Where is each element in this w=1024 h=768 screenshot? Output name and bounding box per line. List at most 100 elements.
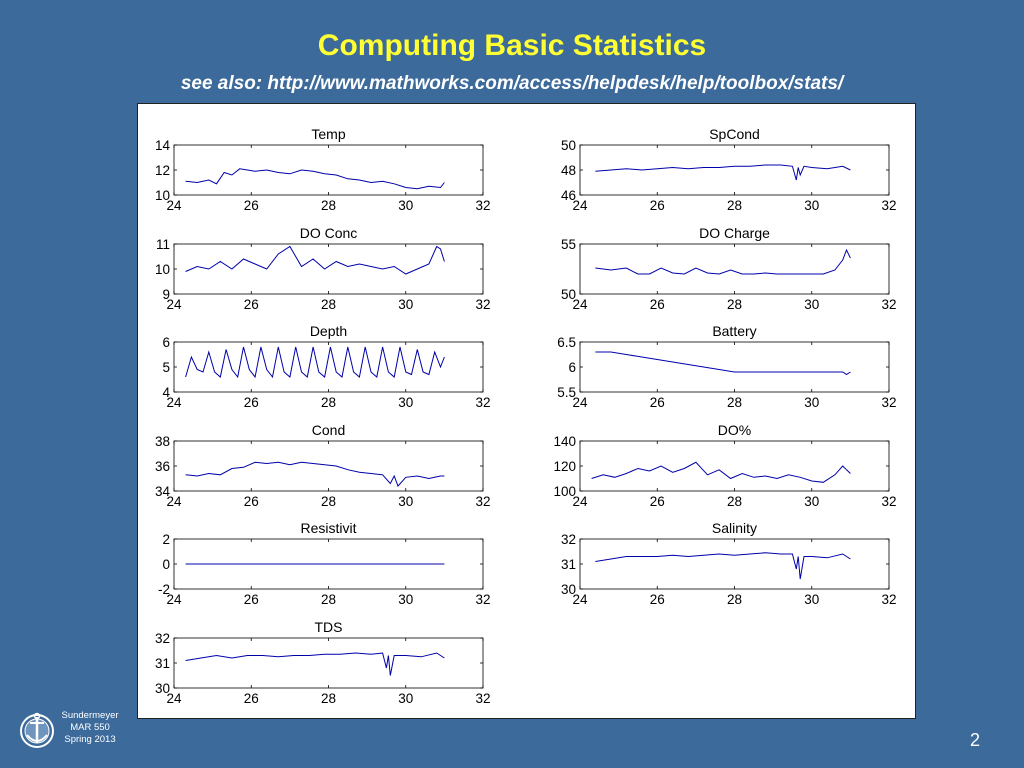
y-tick-label-battery-1: 6: [568, 360, 576, 375]
y-tick-label-do-conc-1: 10: [155, 262, 170, 277]
x-tick-label-tds-4: 32: [475, 691, 490, 706]
series-line-spcond-0: [595, 164, 851, 181]
axes-box-battery: [579, 341, 890, 393]
axes-box-do: [579, 440, 890, 492]
footer: Sundermeyer MAR 550 Spring 2013: [52, 710, 128, 746]
series-line-do-conc-0: [185, 245, 445, 275]
x-tick-label-salinity-2: 28: [727, 592, 742, 607]
x-tick-label-cond-3: 30: [398, 494, 413, 509]
series-line-battery-0: [595, 351, 851, 376]
y-tick-label-salinity-2: 32: [561, 532, 576, 547]
y-tick-label-temp-1: 12: [155, 163, 170, 178]
chart-salinity: Salinity 24 26 28 30 32 30 31 32: [561, 520, 897, 607]
x-tick-label-depth-1: 26: [244, 395, 259, 410]
footer-line-term: Spring 2013: [64, 734, 116, 745]
chart-title-do: DO%: [718, 422, 751, 438]
chart-title-depth: Depth: [310, 323, 347, 339]
series-line-tds-0: [185, 652, 445, 676]
x-tick-label-cond-2: 28: [321, 494, 336, 509]
y-tick-label-do-conc-0: 9: [162, 287, 170, 302]
series-line-do-0: [591, 461, 851, 483]
y-tick-label-depth-2: 6: [162, 335, 170, 350]
x-tick-label-spcond-4: 32: [881, 198, 896, 213]
x-tick-label-do-1: 26: [650, 494, 665, 509]
x-tick-label-salinity-3: 30: [804, 592, 819, 607]
series-line-salinity-0: [595, 552, 851, 580]
chart-resistivit: Resistivit 24 26 28 30 32 -2 0 2: [158, 520, 491, 607]
y-tick-label-resistivit-1: 0: [162, 557, 170, 572]
chart-do-conc: DO Conc 24 26 28 30 32 9 10 11: [155, 225, 491, 312]
chart-cond: Cond 24 26 28 30 32 34 36 38: [155, 422, 491, 509]
y-tick-label-cond-1: 36: [155, 459, 170, 474]
anchor-seal-icon: [20, 712, 54, 748]
x-tick-label-depth-2: 28: [321, 395, 336, 410]
chart-title-cond: Cond: [312, 422, 345, 438]
x-tick-label-do-charge-4: 32: [881, 297, 896, 312]
x-tick-label-tds-0: 24: [166, 691, 182, 706]
chart-title-resistivit: Resistivit: [300, 520, 356, 536]
x-tick-label-do-charge-0: 24: [572, 297, 588, 312]
x-tick-label-spcond-1: 26: [650, 198, 665, 213]
x-tick-label-do-charge-3: 30: [804, 297, 819, 312]
x-tick-label-resistivit-2: 28: [321, 592, 336, 607]
x-tick-label-do-conc-3: 30: [398, 297, 413, 312]
x-tick-label-salinity-0: 24: [572, 592, 588, 607]
chart-title-spcond: SpCond: [709, 126, 760, 142]
x-tick-label-tds-1: 26: [244, 691, 259, 706]
x-tick-label-do-conc-1: 26: [244, 297, 259, 312]
axes-box-tds: [173, 637, 484, 689]
axes-box-do-charge: [579, 243, 890, 295]
footer-line-course: MAR 550: [70, 722, 110, 733]
x-tick-label-resistivit-4: 32: [475, 592, 490, 607]
y-tick-label-cond-0: 34: [155, 484, 171, 499]
x-tick-label-depth-0: 24: [166, 395, 182, 410]
axes-box-cond: [173, 440, 484, 492]
y-tick-label-spcond-0: 46: [561, 188, 576, 203]
slide-title: Computing Basic Statistics: [317, 29, 707, 62]
chart-temp: Temp 24 26 28 30 32 10 12 14: [155, 126, 491, 213]
x-tick-label-spcond-3: 30: [804, 198, 819, 213]
y-tick-label-do-0: 100: [553, 484, 576, 499]
x-tick-label-spcond-0: 24: [572, 198, 588, 213]
y-tick-label-do-conc-2: 11: [156, 237, 170, 252]
chart-title-do-charge: DO Charge: [699, 225, 770, 241]
chart-battery: Battery 24 26 28 30 32 5.5 6 6.5: [557, 323, 896, 410]
x-tick-label-temp-0: 24: [166, 198, 182, 213]
footer-line-author: Sundermeyer: [61, 710, 119, 721]
x-tick-label-spcond-2: 28: [727, 198, 742, 213]
x-tick-label-temp-4: 32: [475, 198, 490, 213]
chart-do-charge: DO Charge 24 26 28 30 32 50 55: [561, 225, 897, 312]
x-tick-label-do-charge-1: 26: [650, 297, 665, 312]
y-tick-label-spcond-1: 48: [561, 163, 576, 178]
x-tick-label-tds-2: 28: [321, 691, 336, 706]
y-tick-label-salinity-1: 31: [561, 557, 576, 572]
x-tick-label-resistivit-1: 26: [244, 592, 259, 607]
chart-title-salinity: Salinity: [712, 520, 757, 536]
series-line-depth-0: [185, 346, 445, 379]
y-tick-label-battery-2: 6.5: [557, 335, 576, 350]
y-tick-label-spcond-2: 50: [561, 138, 576, 153]
y-tick-label-temp-2: 14: [155, 138, 171, 153]
chart-title-temp: Temp: [311, 126, 345, 142]
chart-title-do-conc: DO Conc: [300, 225, 358, 241]
x-tick-label-do-4: 32: [881, 494, 896, 509]
y-tick-label-depth-1: 5: [162, 360, 170, 375]
series-line-temp-0: [185, 168, 445, 190]
series-line-cond-0: [185, 461, 445, 487]
y-tick-label-tds-2: 32: [155, 631, 170, 646]
y-tick-label-resistivit-0: -2: [158, 582, 170, 597]
chart-spcond: SpCond 24 26 28 30 32 46 48 50: [561, 126, 897, 213]
x-tick-label-battery-1: 26: [650, 395, 665, 410]
x-tick-label-resistivit-0: 24: [166, 592, 182, 607]
x-tick-label-do-conc-0: 24: [166, 297, 182, 312]
chart-tds: TDS 24 26 28 30 32 30 31 32: [155, 619, 491, 706]
x-tick-label-do-2: 28: [727, 494, 742, 509]
y-tick-label-salinity-0: 30: [561, 582, 576, 597]
chart-title-battery: Battery: [712, 323, 756, 339]
x-tick-label-salinity-1: 26: [650, 592, 665, 607]
x-tick-label-temp-3: 30: [398, 198, 413, 213]
x-tick-label-cond-0: 24: [166, 494, 182, 509]
y-tick-label-cond-2: 38: [155, 434, 170, 449]
x-tick-label-do-0: 24: [572, 494, 588, 509]
chart-do: DO% 24 26 28 30 32 100 120 140: [553, 422, 896, 509]
